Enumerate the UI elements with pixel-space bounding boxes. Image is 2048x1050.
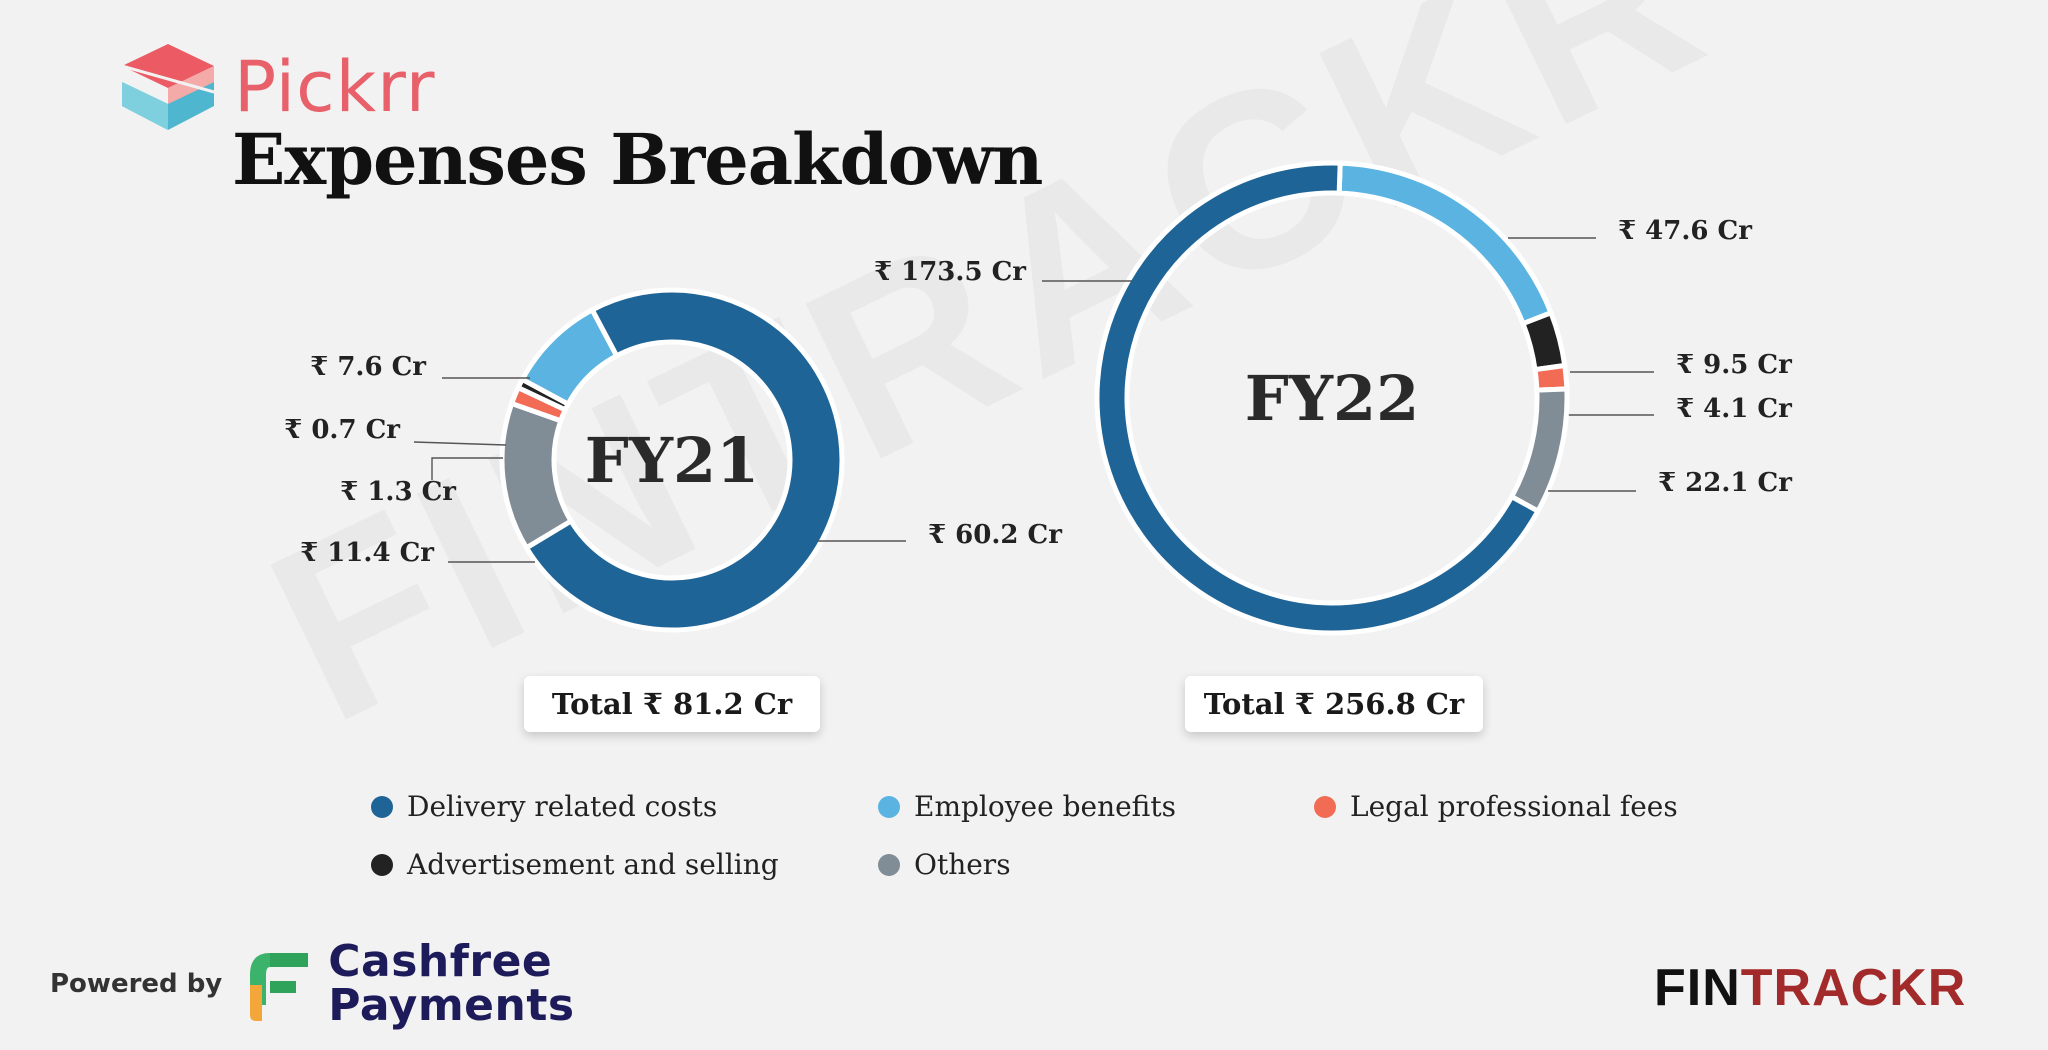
legend-label-delivery: Delivery related costs bbox=[407, 790, 718, 823]
cashfree-wordmark: Cashfree Payments bbox=[328, 940, 574, 1028]
slice-label-fy22-delivery: ₹ 173.5 Cr bbox=[874, 257, 1026, 287]
slice-label-fy21-delivery: ₹ 60.2 Cr bbox=[928, 520, 1062, 550]
slice-label-fy22-advertisement: ₹ 9.5 Cr bbox=[1676, 350, 1792, 380]
powered-by-text: Powered by bbox=[50, 969, 223, 999]
legend-label-legal: Legal professional fees bbox=[1350, 790, 1678, 823]
slice-fy22-others bbox=[1508, 386, 1570, 515]
legend-item-advertisement: Advertisement and selling bbox=[371, 848, 779, 881]
slice-fy22-legal bbox=[1532, 362, 1570, 393]
legend-item-others: Others bbox=[878, 848, 1011, 881]
slice-fy22-employee bbox=[1336, 160, 1555, 327]
legend-label-advertisement: Advertisement and selling bbox=[407, 848, 779, 881]
legend-dot-delivery bbox=[371, 795, 393, 818]
fintrackr-logo-part1: FIN bbox=[1654, 959, 1741, 1017]
legend-dot-legal bbox=[1314, 795, 1336, 818]
slice-fy21-delivery bbox=[523, 287, 845, 633]
slice-fy21-others bbox=[499, 400, 575, 552]
slice-label-fy21-employee: ₹ 7.6 Cr bbox=[310, 352, 426, 382]
legend-dot-others bbox=[878, 853, 900, 876]
brand-name: Pickrr bbox=[234, 46, 436, 128]
legend-dot-employee bbox=[878, 795, 900, 818]
page-title: Expenses Breakdown bbox=[232, 118, 1043, 201]
cashfree-line2: Payments bbox=[328, 980, 575, 1031]
total-fy21: Total ₹ 81.2 Cr bbox=[524, 676, 820, 732]
brand-header: Pickrr bbox=[118, 42, 435, 132]
slice-fy21-employee bbox=[518, 306, 620, 408]
leader-line-fy21-advertisement bbox=[413, 441, 507, 446]
donut-fy21: ₹ 60.2 Cr ₹ 11.4 Cr ₹ 1.3 Cr ₹ 0.7 Cr ₹ 7.6 … bbox=[284, 287, 1062, 633]
cashfree-logo-icon bbox=[250, 953, 309, 1021]
slice-label-fy21-legal: ₹ 1.3 Cr bbox=[340, 477, 456, 507]
slice-label-fy22-employee: ₹ 47.6 Cr bbox=[1618, 216, 1752, 246]
legend-item-employee: Employee benefits bbox=[878, 790, 1176, 823]
legend-item-legal: Legal professional fees bbox=[1314, 790, 1678, 823]
cashfree-line1: Cashfree bbox=[328, 936, 553, 987]
legend-label-employee: Employee benefits bbox=[914, 790, 1176, 823]
legend-item-delivery: Delivery related costs bbox=[371, 790, 717, 823]
fintrackr-logo: FINTRACKR bbox=[1654, 958, 1966, 1018]
total-fy22: Total ₹ 256.8 Cr bbox=[1185, 676, 1483, 732]
pickrr-logo-icon bbox=[121, 44, 215, 130]
slice-fy22-delivery bbox=[1094, 160, 1542, 636]
donut-fy22: ₹ 47.6 Cr ₹ 9.5 Cr ₹ 4.1 Cr ₹ 22.1 Cr ₹ 173.… bbox=[874, 160, 1792, 636]
center-label-fy21: FY21 bbox=[585, 424, 760, 497]
slice-label-fy21-others: ₹ 11.4 Cr bbox=[300, 538, 434, 568]
total-fy22-label: Total ₹ 256.8 Cr bbox=[1203, 687, 1465, 721]
slice-fy22-advertisement bbox=[1519, 309, 1568, 373]
legend-label-others: Others bbox=[914, 848, 1011, 881]
slice-label-fy21-advertisement: ₹ 0.7 Cr bbox=[284, 415, 400, 445]
center-label-fy22: FY22 bbox=[1245, 362, 1420, 435]
leader-line-fy21-legal bbox=[431, 457, 503, 480]
slice-label-fy22-legal: ₹ 4.1 Cr bbox=[1676, 394, 1792, 424]
slice-label-fy22-others: ₹ 22.1 Cr bbox=[1658, 468, 1792, 498]
legend-dot-advertisement bbox=[371, 853, 393, 876]
fintrackr-logo-part2: TRACKR bbox=[1740, 959, 1967, 1017]
total-fy21-label: Total ₹ 81.2 Cr bbox=[551, 687, 793, 721]
powered-by: Powered by Cashfree Payments bbox=[50, 940, 575, 1028]
